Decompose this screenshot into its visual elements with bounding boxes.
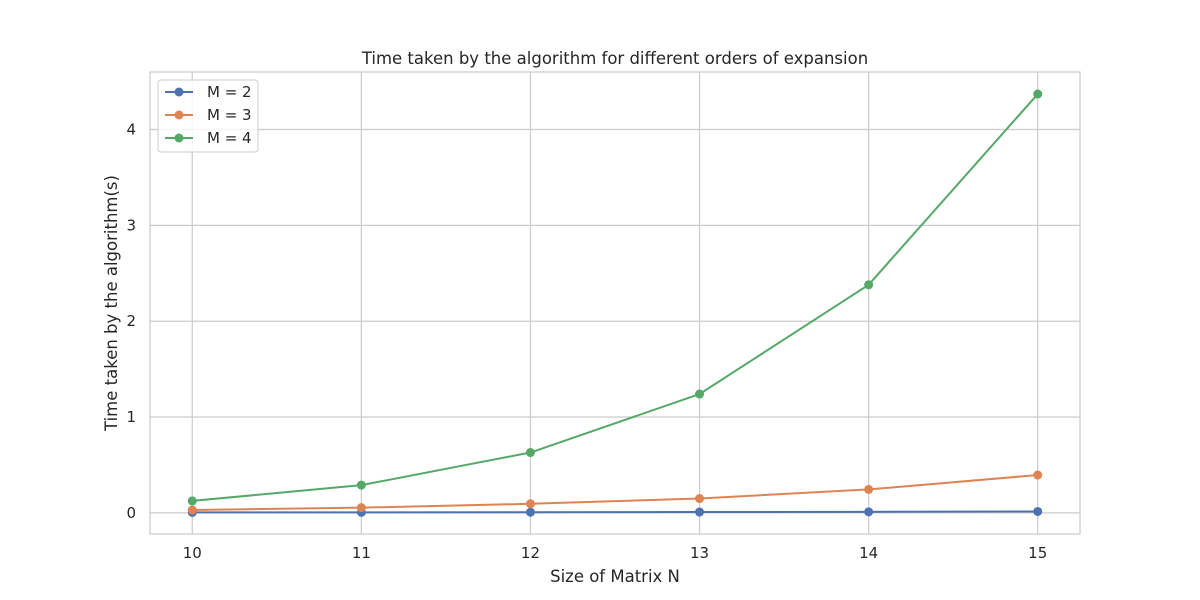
series-line — [192, 474, 1038, 512]
data-point — [864, 507, 874, 517]
legend-item: M = 2 — [165, 83, 252, 101]
data-point — [695, 389, 705, 399]
y-tick-label: 0 — [126, 504, 136, 522]
data-point — [525, 448, 535, 458]
data-point — [1033, 470, 1043, 480]
x-tick-label: 12 — [521, 544, 540, 562]
x-tick-label: 13 — [690, 544, 709, 562]
legend-swatch-marker — [174, 87, 184, 97]
legend-item: M = 4 — [165, 129, 252, 147]
plot-background — [150, 72, 1080, 534]
data-point — [695, 507, 705, 517]
series-m-3 — [187, 470, 1043, 515]
data-point — [1033, 89, 1043, 99]
legend-swatch-marker — [174, 110, 184, 120]
y-tick-label: 1 — [126, 408, 136, 426]
legend-label: M = 3 — [207, 106, 252, 124]
x-tick-label: 15 — [1028, 544, 1047, 562]
plot-frame — [149, 71, 1081, 535]
chart-title: Time taken by the algorithm for differen… — [361, 49, 868, 68]
x-tick-label: 11 — [352, 544, 371, 562]
data-point — [525, 499, 535, 509]
series-group — [187, 89, 1043, 517]
data-point — [525, 507, 535, 517]
data-point — [864, 484, 874, 494]
legend-box — [157, 79, 259, 153]
y-axis-label: Time taken by the algorithm(s) — [102, 175, 121, 432]
y-tick-label: 2 — [126, 312, 136, 330]
data-point — [1033, 506, 1043, 516]
legend-label: M = 2 — [207, 83, 252, 101]
legend-label: M = 4 — [207, 129, 252, 147]
x-tick-label: 10 — [183, 544, 202, 562]
y-axis-ticks: 0 1 2 3 4 — [126, 121, 136, 522]
x-axis-label: Size of Matrix N — [550, 567, 680, 586]
series-m-4 — [187, 89, 1043, 506]
y-tick-label: 4 — [126, 121, 136, 139]
series-line — [192, 93, 1039, 502]
data-point — [864, 280, 874, 290]
data-point — [187, 505, 197, 515]
data-point — [356, 480, 366, 490]
legend-item: M = 3 — [165, 106, 252, 124]
data-point — [356, 503, 366, 513]
data-point — [187, 496, 197, 506]
x-tick-label: 14 — [859, 544, 878, 562]
legend: M = 2 M = 3 M = 4 — [157, 79, 259, 153]
series-line — [192, 510, 1038, 514]
legend-swatch-marker — [174, 133, 184, 143]
x-axis-ticks: 10 11 12 13 14 15 — [183, 544, 1048, 562]
data-point — [695, 494, 705, 504]
y-tick-label: 3 — [126, 216, 136, 234]
